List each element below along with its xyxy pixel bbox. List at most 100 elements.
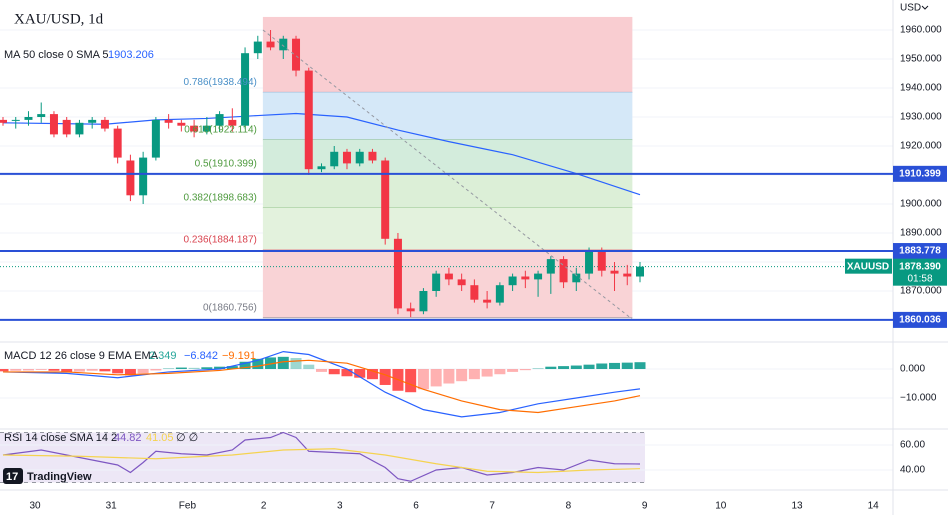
y-tick-label: 1870.000	[900, 286, 942, 297]
x-tick-label: 3	[337, 501, 343, 512]
y-tick-label: 1920.000	[900, 141, 942, 152]
candle-body	[546, 259, 555, 274]
y-tick-label: 1930.000	[900, 112, 942, 123]
candle-body	[11, 119, 20, 121]
dropdown-icon[interactable]	[921, 5, 929, 10]
candle-body	[495, 285, 504, 303]
histogram-bar	[303, 364, 315, 370]
candle-body	[330, 151, 339, 167]
price-tag-label: 1910.399	[899, 168, 941, 179]
fib-zone	[262, 207, 633, 250]
y-tick-label: −10.000	[900, 393, 937, 404]
x-tick-label: 8	[566, 501, 572, 512]
candle-body	[215, 114, 224, 126]
candle-body	[444, 273, 453, 280]
candle-body	[406, 308, 415, 312]
histogram-bar	[341, 369, 353, 377]
y-tick-label: 1960.000	[900, 25, 942, 36]
histogram-bar	[379, 369, 391, 385]
countdown: 01:58	[907, 273, 932, 284]
fib-label: 0.618(1922.114)	[184, 125, 257, 136]
candle-body	[572, 273, 581, 283]
x-tick-label: 30	[29, 501, 41, 512]
price-tag	[893, 311, 947, 328]
histogram-bar	[73, 369, 85, 372]
price-tag	[893, 165, 947, 182]
candle-body	[470, 285, 479, 300]
last-price-tag	[893, 258, 947, 286]
candle-body	[241, 53, 250, 126]
candle-body	[559, 259, 568, 283]
fib-zone	[262, 92, 633, 140]
histogram-bar	[596, 363, 608, 370]
fib-label: 0.5(1910.399)	[195, 158, 257, 169]
x-tick-label: 14	[868, 501, 880, 512]
candle-body	[457, 279, 466, 286]
candle-body	[0, 119, 7, 123]
histogram-bar	[316, 369, 327, 372]
histogram-bar	[86, 369, 98, 371]
histogram-bar	[583, 364, 595, 370]
histogram-bar	[481, 369, 493, 377]
histogram-bar	[328, 369, 340, 375]
indicator-legend: RSI 14 close SMA 14 2	[4, 432, 117, 444]
x-tick-label: 13	[791, 501, 803, 512]
candle-body	[24, 116, 33, 120]
logo: 17 TradingView	[3, 468, 92, 484]
candle-body	[100, 119, 109, 129]
candle-body	[37, 114, 46, 117]
moving-average	[2, 112, 641, 196]
candle-body	[508, 276, 517, 286]
histogram-bar	[124, 369, 136, 376]
plot-layer	[0, 29, 646, 482]
candle-body	[585, 250, 594, 274]
fib-label: 0(1860.756)	[203, 302, 257, 313]
axis-unit[interactable]: USD	[900, 3, 921, 14]
candle-body	[177, 122, 186, 126]
candle-body	[113, 128, 122, 158]
histogram-bar	[519, 369, 531, 371]
candle-body	[139, 157, 148, 196]
histogram-bar	[507, 369, 519, 372]
price-tag-label: 1883.778	[899, 246, 941, 257]
candle-body	[151, 119, 160, 158]
candle-body	[266, 41, 275, 48]
y-tick-label: 40.00	[900, 465, 925, 476]
indicator-line	[2, 448, 641, 474]
candle-body	[355, 151, 364, 164]
histogram-bar	[405, 369, 417, 393]
x-tick-label: 6	[413, 501, 419, 512]
fib-label: 0.786(1938.494)	[183, 77, 256, 88]
y-tick-label: 1890.000	[900, 228, 942, 239]
histogram-bar	[354, 369, 366, 378]
histogram-bar	[0, 369, 9, 372]
histogram-bar	[621, 362, 633, 370]
histogram-bar	[609, 362, 621, 370]
legend-value: 2.349	[149, 350, 177, 362]
histogram-bar	[277, 356, 289, 370]
ma-legend: MA 50 close 0 SMA 5	[4, 49, 109, 61]
x-tick-label: 9	[642, 501, 648, 512]
symbol-tag-label: XAUUSD	[847, 261, 889, 272]
candle-body	[317, 166, 326, 170]
candle-body	[393, 238, 402, 309]
histogram-bar	[112, 369, 124, 374]
histogram-bar	[443, 369, 455, 384]
indicator-legend: MACD 12 26 close 9 EMA EMA	[4, 350, 159, 362]
candle-body	[292, 38, 301, 71]
x-tick-label: 31	[106, 501, 118, 512]
indicator-line	[3, 359, 641, 414]
candle-body	[88, 119, 97, 123]
histogram-bar	[456, 369, 468, 382]
candle-body	[636, 266, 644, 277]
candle-body	[202, 125, 211, 132]
ma-legend-value: 1903.206	[108, 49, 154, 61]
y-tick-label: 1900.000	[900, 199, 942, 210]
legend-value: 44.82	[114, 432, 142, 444]
legend-value: −6.842	[184, 350, 218, 362]
candle-body	[228, 119, 237, 126]
histogram-bar	[558, 366, 570, 370]
logo-icon	[3, 468, 23, 484]
histogram-bar	[175, 367, 187, 370]
